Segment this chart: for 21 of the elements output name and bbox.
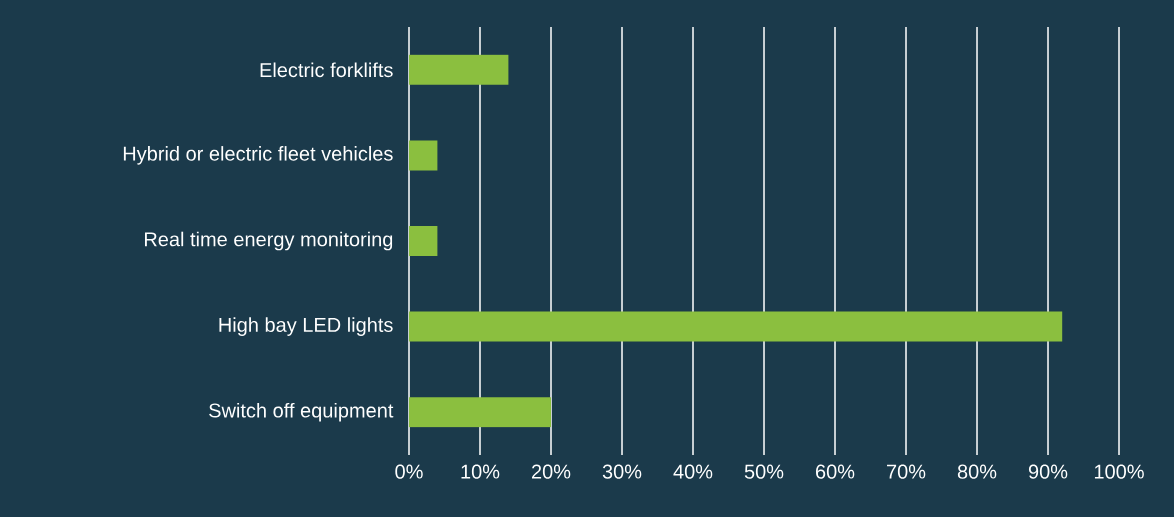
y-tick-label: Hybrid or electric fleet vehicles: [123, 146, 393, 165]
y-tick-label: Switch off equipment: [209, 402, 394, 422]
y-tick-label: Real time energy monitoring: [145, 231, 393, 251]
x-tick-label: 40%: [673, 464, 713, 479]
x-tick-label: 80%: [957, 464, 997, 479]
x-tick-label: 0%: [395, 464, 423, 479]
y-tick-label: Electric forklifts: [260, 62, 393, 78]
x-tick-label: 60%: [816, 464, 855, 479]
x-tick-label: 100%: [1094, 464, 1144, 479]
x-tick-label: 10%: [461, 464, 500, 479]
bar: [409, 54, 509, 85]
bar: [409, 140, 438, 171]
x-tick-label: 70%: [887, 464, 926, 479]
bar: [409, 311, 1063, 342]
bar: [409, 397, 552, 428]
y-tick-label: High bay LED lights: [219, 317, 393, 336]
x-tick-label: 50%: [744, 464, 784, 479]
x-tick-label: 90%: [1028, 464, 1068, 479]
x-tick-label: 30%: [602, 464, 642, 479]
bar: [409, 226, 438, 257]
x-tick-label: 20%: [531, 464, 571, 479]
